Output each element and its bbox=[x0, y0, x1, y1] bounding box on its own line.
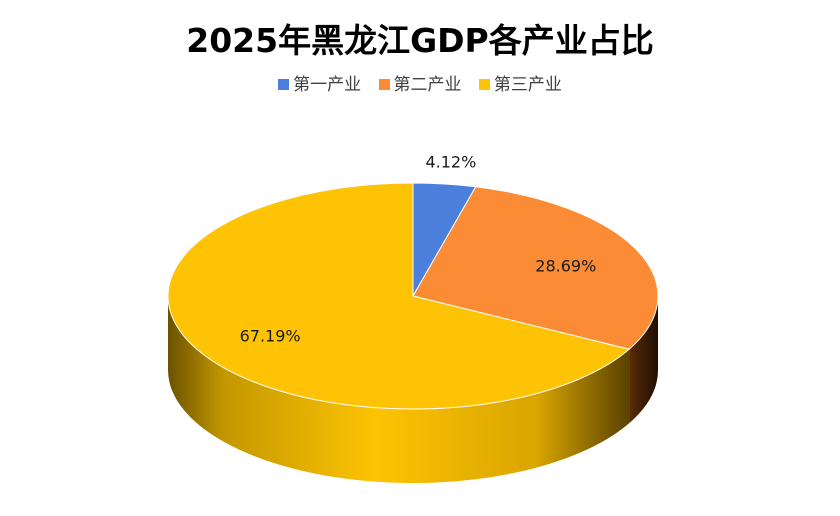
data-label-tertiary: 67.19% bbox=[240, 327, 301, 346]
legend-item-primary: 第一产业 bbox=[278, 70, 361, 95]
legend-label-primary: 第一产业 bbox=[293, 75, 362, 95]
chart-title: 2025年黑龙江GDP各产业占比 bbox=[186, 21, 654, 60]
pie-labels: 4.12% 28.69% 67.19% bbox=[240, 153, 597, 346]
legend-label-tertiary: 第三产业 bbox=[493, 75, 562, 95]
pie-sides bbox=[168, 296, 658, 483]
pie-slice-tertiary bbox=[167, 182, 631, 410]
legend-swatch-secondary bbox=[378, 78, 390, 90]
legend: 第一产业 第二产业 第三产业 bbox=[0, 70, 840, 95]
pie-side-secondary bbox=[629, 296, 658, 424]
pie-tops bbox=[167, 182, 659, 410]
pie-side-tertiary bbox=[168, 296, 630, 483]
legend-swatch-primary bbox=[278, 78, 290, 90]
legend-swatch-tertiary bbox=[478, 78, 490, 90]
legend-item-secondary: 第二产业 bbox=[378, 70, 462, 95]
legend-item-tertiary: 第三产业 bbox=[478, 70, 562, 95]
legend-label-secondary: 第二产业 bbox=[393, 75, 462, 95]
pie-slice-secondary bbox=[412, 186, 659, 350]
data-label-secondary: 28.69% bbox=[535, 256, 596, 275]
data-label-primary: 4.12% bbox=[425, 153, 476, 172]
